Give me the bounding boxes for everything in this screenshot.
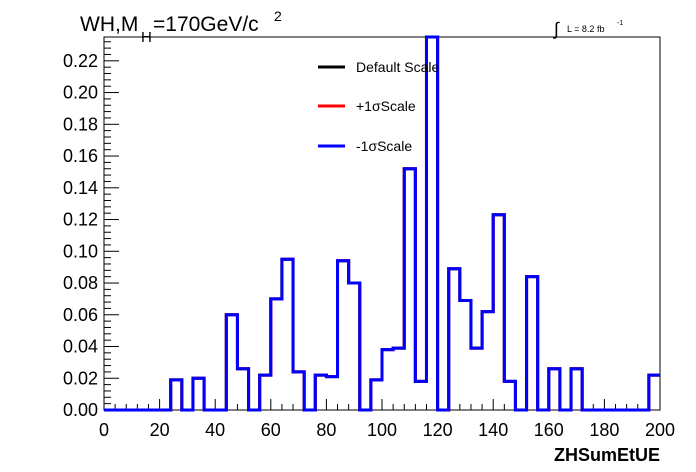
legend-label: -1σScale [356,138,412,154]
legend: Default Scale +1σScale -1σScale [318,59,439,154]
x-tick-label: 180 [589,420,619,440]
x-tick-label: 80 [316,420,336,440]
y-tick-label: 0.02 [63,368,98,388]
x-tick-label: 40 [205,420,225,440]
x-tick-label: 120 [423,420,453,440]
x-tick-label: 200 [645,420,675,440]
x-tick-label: 20 [150,420,170,440]
x-axis-title: ZHSumEtUE [554,445,660,465]
x-tick-label: 140 [478,420,508,440]
y-tick-label: 0.14 [63,178,98,198]
y-tick-label: 0.00 [63,400,98,420]
legend-label: Default Scale [356,59,439,75]
lumi-integral-symbol: ∫ [552,19,560,39]
y-tick-label: 0.22 [63,51,98,71]
series-layer [104,35,660,412]
y-tick-label: 0.10 [63,241,98,261]
y-tick-label: 0.18 [63,114,98,134]
x-tick-label: 160 [534,420,564,440]
x-tick-label: 60 [261,420,281,440]
x-tick-label: 100 [367,420,397,440]
y-tick-label: 0.12 [63,210,98,230]
y-tick-label: 0.04 [63,337,98,357]
axes-group: 0 20 40 60 80 100 120 140 160 180 200 0.00 0.02 0.04 0… [63,41,675,440]
y-tick-label: 0.08 [63,273,98,293]
y-tick-label: 0.16 [63,146,98,166]
y-tick-label: 0.06 [63,305,98,325]
chart-title-main-b: =170GeV/c [153,13,259,36]
legend-label: +1σScale [356,98,416,114]
lumi-superscript: -1 [617,20,623,27]
y-tick-label: 0.20 [63,83,98,103]
chart-title-superscript: 2 [274,8,282,24]
histogram-series-2 [104,35,660,412]
lumi-text: L = 8.2 fb [567,24,604,34]
chart-title-main-a: WH,M [80,13,138,36]
x-tick-label: 0 [99,420,109,440]
